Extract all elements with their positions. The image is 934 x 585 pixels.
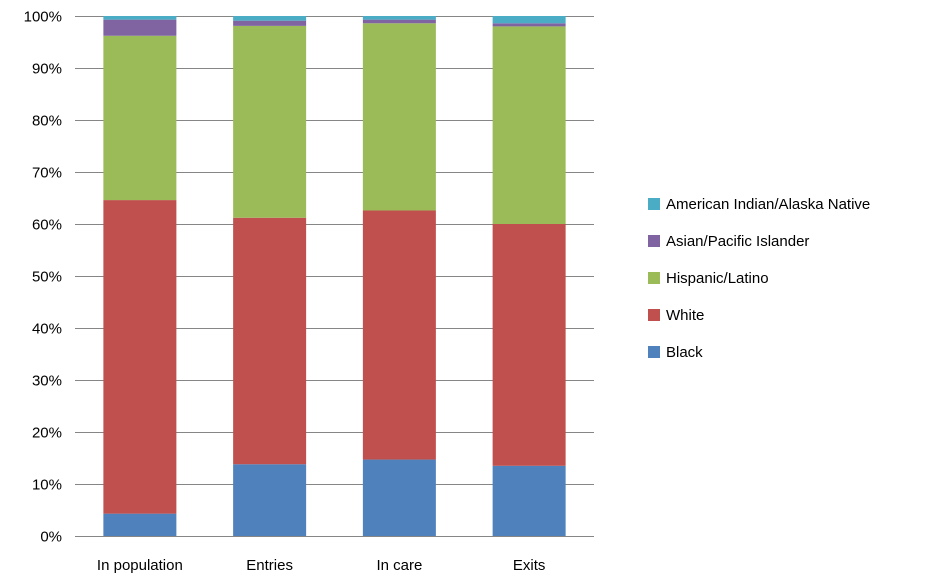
y-tick-label: 40% — [32, 321, 62, 338]
bar-segment-white — [362, 210, 436, 460]
bar-segment-black — [492, 465, 566, 536]
bar-segment-black — [103, 513, 177, 536]
legend-label-black: Black — [666, 344, 703, 361]
y-tick-label: 20% — [32, 425, 62, 442]
x-tick-label: In population — [97, 557, 183, 574]
bar-segment-asian-pacific-islander — [362, 19, 436, 24]
bars — [103, 16, 566, 536]
bar-segment-hispanic-latino — [103, 35, 177, 201]
y-tick-label: 10% — [32, 477, 62, 494]
y-tick-label: 50% — [32, 269, 62, 286]
y-tick-label: 80% — [32, 113, 62, 130]
legend-swatch-hispanic-latino — [648, 272, 660, 284]
y-tick-label: 60% — [32, 217, 62, 234]
bar-segment-american-indian-alaska-native — [362, 16, 436, 20]
y-tick-label: 100% — [24, 9, 62, 26]
legend-label-white: White — [666, 307, 704, 324]
bar-segment-hispanic-latino — [362, 23, 436, 211]
bar-segment-american-indian-alaska-native — [233, 16, 307, 21]
bar-segment-american-indian-alaska-native — [103, 16, 177, 20]
bar-segment-black — [233, 464, 307, 536]
bar-segment-asian-pacific-islander — [103, 19, 177, 36]
legend-swatch-asian-pacific-islander — [648, 235, 660, 247]
bar-segment-white — [233, 217, 307, 465]
bar-segment-white — [103, 200, 177, 514]
bar-segment-hispanic-latino — [233, 25, 307, 218]
axes: 0% 10% 20% 30% 40% 50% 60% 70% 80% 90% 100% In popu… — [24, 9, 546, 575]
bar-segment-white — [492, 224, 566, 466]
legend-swatch-black — [648, 346, 660, 358]
legend-swatch-white — [648, 309, 660, 321]
legend-label-hispanic-latino: Hispanic/Latino — [666, 270, 769, 287]
legend-label-asian-pacific-islander: Asian/Pacific Islander — [666, 233, 809, 250]
x-tick-label: In care — [376, 557, 422, 574]
legend-swatch-american-indian-alaska-native — [648, 198, 660, 210]
bar-segment-black — [362, 459, 436, 536]
y-tick-label: 70% — [32, 165, 62, 182]
bar-segment-hispanic-latino — [492, 26, 566, 225]
bar-segment-asian-pacific-islander — [233, 20, 307, 26]
x-tick-label: Exits — [513, 557, 546, 574]
y-tick-label: 0% — [40, 529, 62, 546]
bar-segment-asian-pacific-islander — [492, 23, 566, 27]
legend: American Indian/Alaska Native Asian/Pacif… — [648, 196, 870, 361]
y-tick-label: 90% — [32, 61, 62, 78]
legend-label-american-indian-alaska-native: American Indian/Alaska Native — [666, 196, 870, 213]
y-tick-label: 30% — [32, 373, 62, 390]
x-tick-label: Entries — [246, 557, 293, 574]
bar-segment-american-indian-alaska-native — [492, 16, 566, 24]
